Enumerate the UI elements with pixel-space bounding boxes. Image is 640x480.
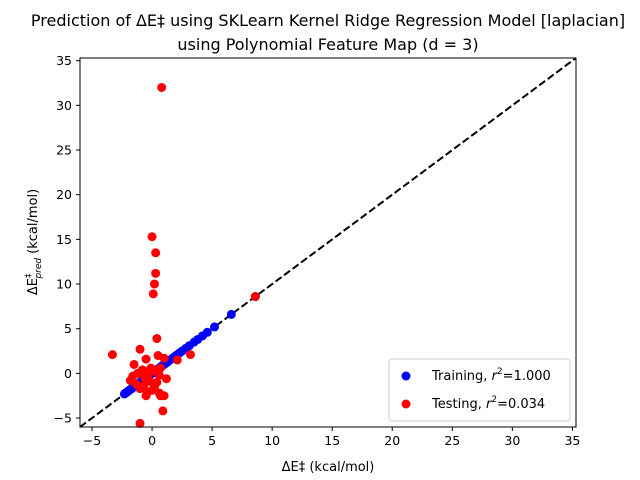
data-point-testing-0 [157, 82, 167, 92]
legend-training-name: Training [431, 369, 483, 384]
series-testing [107, 82, 260, 428]
data-point-testing-32 [135, 384, 145, 394]
data-point-testing-25 [161, 374, 171, 384]
axes-border [79, 57, 577, 428]
legend-marker-training [401, 371, 411, 381]
x-axis-label: ΔE‡ (kcal/mol) [282, 460, 375, 475]
y-tick-label: 20 [56, 187, 72, 202]
data-point-training-50 [226, 309, 236, 319]
x-tick-label: 20 [384, 433, 400, 448]
data-point-testing-40 [135, 418, 145, 428]
chart-title-line1: Prediction of ΔE‡ using SKLearn Kernel R… [31, 11, 625, 30]
y-axis-label-sub: pred [34, 258, 44, 280]
data-point-testing-39 [158, 406, 168, 416]
chart-title-line2: using Polynomial Feature Map (d = 3) [177, 35, 478, 54]
data-point-testing-36 [141, 391, 151, 401]
y-axis-ticks: −5 0 5 10 15 20 25 30 35 [54, 53, 80, 426]
x-tick-label: 35 [564, 433, 580, 448]
data-point-testing-7 [152, 334, 162, 344]
data-point-testing-14 [172, 355, 182, 365]
data-point-testing-23 [154, 370, 164, 380]
y-tick-label: 30 [56, 98, 72, 113]
legend-label-training: Training, r2=1.000 [431, 367, 551, 384]
x-tick-label: 15 [324, 433, 340, 448]
legend-training-r2: 1.000 [514, 369, 551, 384]
data-point-training-49 [210, 322, 220, 332]
legend-testing-r2: 0.034 [508, 397, 545, 412]
legend-marker-testing [401, 399, 411, 409]
y-tick-label: 35 [56, 53, 72, 68]
identity-reference-line [79, 57, 577, 428]
data-point-testing-2 [151, 248, 161, 258]
x-tick-label: −5 [83, 433, 101, 448]
legend-frame [388, 358, 571, 422]
data-point-testing-6 [250, 292, 260, 302]
x-tick-label: 30 [504, 433, 520, 448]
x-tick-label: 25 [444, 433, 460, 448]
data-point-testing-11 [185, 350, 195, 360]
legend-label-testing: Testing, r2=0.034 [431, 395, 545, 412]
y-tick-label: 5 [64, 321, 72, 336]
data-point-testing-1 [147, 232, 157, 242]
y-tick-label: −5 [54, 411, 72, 426]
y-axis-label: ΔE‡pred (kcal/mol) [24, 189, 44, 295]
x-axis-ticks: −5 0 5 10 15 20 25 30 35 [83, 427, 580, 448]
y-tick-label: 15 [56, 232, 72, 247]
data-point-testing-4 [149, 279, 159, 289]
x-tick-label: 0 [148, 433, 156, 448]
legend: Training, r2=1.000 Testing, r2=0.034 [388, 358, 571, 422]
x-tick-label: 5 [208, 433, 216, 448]
x-tick-label: 10 [264, 433, 280, 448]
data-point-testing-13 [159, 353, 169, 363]
data-point-testing-15 [129, 359, 139, 369]
legend-testing-name: Testing [431, 397, 478, 412]
y-tick-label: 0 [64, 366, 72, 381]
data-point-testing-38 [159, 391, 169, 401]
data-point-testing-8 [135, 344, 145, 354]
data-point-testing-5 [148, 289, 158, 299]
data-point-testing-9 [107, 350, 117, 360]
y-axis-label-main: ΔE [26, 278, 41, 295]
y-tick-label: 25 [56, 143, 72, 158]
y-axis-label-unit: (kcal/mol) [26, 189, 41, 254]
data-point-training-48 [202, 327, 212, 337]
y-tick-label: 10 [56, 277, 72, 292]
y-axis-label-sup: ‡ [24, 273, 34, 278]
data-point-testing-12 [141, 354, 151, 364]
data-point-testing-3 [151, 268, 161, 278]
